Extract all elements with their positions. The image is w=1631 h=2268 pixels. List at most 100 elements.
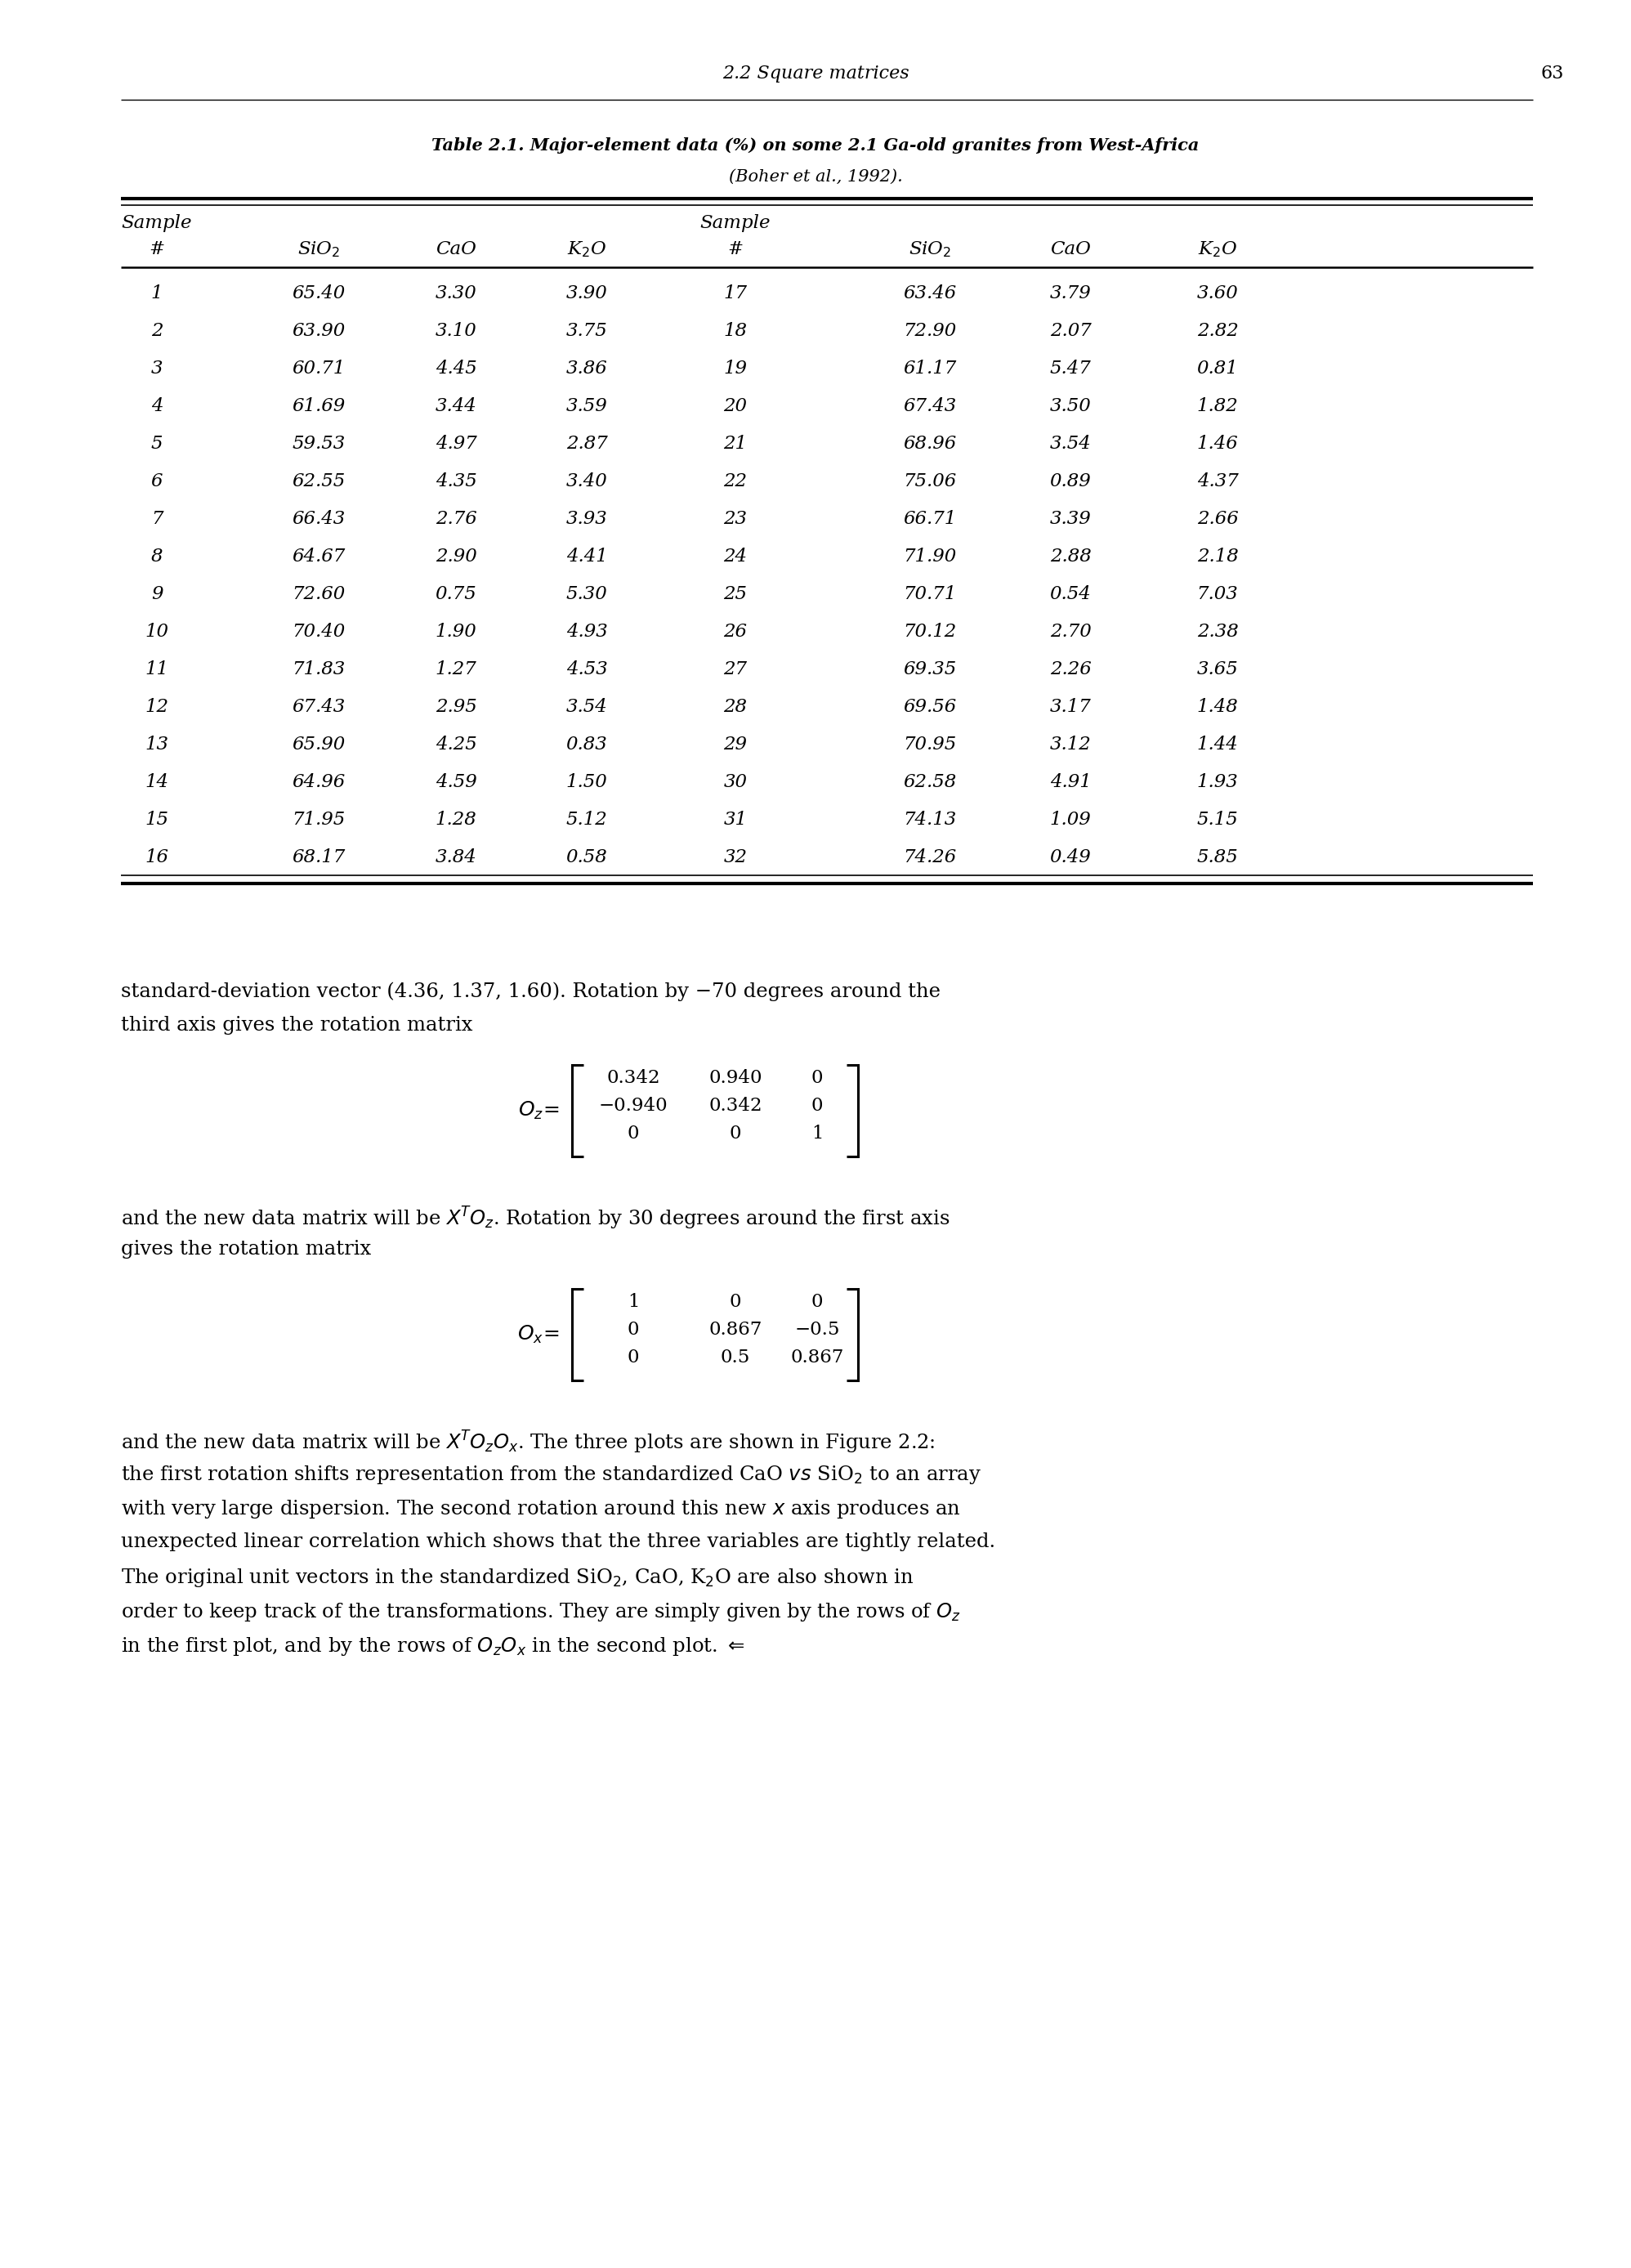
Text: 7: 7 bbox=[152, 510, 163, 528]
Text: 32: 32 bbox=[724, 848, 747, 866]
Text: 5.15: 5.15 bbox=[1197, 810, 1238, 828]
Text: 0.58: 0.58 bbox=[566, 848, 607, 866]
Text: 69.56: 69.56 bbox=[904, 699, 956, 717]
Text: 4.45: 4.45 bbox=[435, 361, 476, 376]
Text: 10: 10 bbox=[145, 624, 168, 642]
Text: Sample: Sample bbox=[122, 213, 192, 231]
Text: 23: 23 bbox=[724, 510, 747, 528]
Text: 3.12: 3.12 bbox=[1050, 735, 1091, 753]
Text: 31: 31 bbox=[724, 810, 747, 828]
Text: 0.49: 0.49 bbox=[1050, 848, 1091, 866]
Text: 0: 0 bbox=[811, 1293, 824, 1311]
Text: 5.12: 5.12 bbox=[566, 810, 607, 828]
Text: 1.44: 1.44 bbox=[1197, 735, 1238, 753]
Text: 64.96: 64.96 bbox=[292, 773, 346, 792]
Text: 63: 63 bbox=[1541, 64, 1564, 82]
Text: 0: 0 bbox=[628, 1320, 639, 1338]
Text: 67.43: 67.43 bbox=[292, 699, 346, 717]
Text: 26: 26 bbox=[724, 624, 747, 642]
Text: unexpected linear correlation which shows that the three variables are tightly r: unexpected linear correlation which show… bbox=[121, 1533, 995, 1551]
Text: 6: 6 bbox=[152, 472, 163, 490]
Text: 29: 29 bbox=[724, 735, 747, 753]
Text: 16: 16 bbox=[145, 848, 168, 866]
Text: 4.97: 4.97 bbox=[435, 435, 476, 454]
Text: 68.17: 68.17 bbox=[292, 848, 346, 866]
Text: 0.342: 0.342 bbox=[607, 1068, 661, 1086]
Text: 3.54: 3.54 bbox=[566, 699, 607, 717]
Text: SiO$_2$: SiO$_2$ bbox=[908, 240, 951, 259]
Text: $O_x\!=\!$: $O_x\!=\!$ bbox=[517, 1325, 559, 1345]
Text: 2.95: 2.95 bbox=[435, 699, 476, 717]
Text: 30: 30 bbox=[724, 773, 747, 792]
Text: 5.47: 5.47 bbox=[1050, 361, 1091, 376]
Text: 61.17: 61.17 bbox=[904, 361, 956, 376]
Text: 20: 20 bbox=[724, 397, 747, 415]
Text: 28: 28 bbox=[724, 699, 747, 717]
Text: the first rotation shifts representation from the standardized CaO $\mathit{vs}$: the first rotation shifts representation… bbox=[121, 1463, 982, 1486]
Text: 69.35: 69.35 bbox=[904, 660, 956, 678]
Text: 12: 12 bbox=[145, 699, 168, 717]
Text: 0: 0 bbox=[628, 1125, 639, 1143]
Text: K$_2$O: K$_2$O bbox=[568, 240, 607, 259]
Text: 1.82: 1.82 bbox=[1197, 397, 1238, 415]
Text: Table 2.1. Major-element data (%) on some 2.1 Ga-old granites from West-Africa: Table 2.1. Major-element data (%) on som… bbox=[432, 138, 1199, 154]
Text: 4.25: 4.25 bbox=[435, 735, 476, 753]
Text: third axis gives the rotation matrix: third axis gives the rotation matrix bbox=[121, 1016, 473, 1034]
Text: 1.93: 1.93 bbox=[1197, 773, 1238, 792]
Text: 14: 14 bbox=[145, 773, 168, 792]
Text: 3.44: 3.44 bbox=[435, 397, 476, 415]
Text: 1.48: 1.48 bbox=[1197, 699, 1238, 717]
Text: 3.86: 3.86 bbox=[566, 361, 607, 376]
Text: 64.67: 64.67 bbox=[292, 547, 346, 565]
Text: 18: 18 bbox=[724, 322, 747, 340]
Text: 24: 24 bbox=[724, 547, 747, 565]
Text: 3.39: 3.39 bbox=[1050, 510, 1091, 528]
Text: 71.95: 71.95 bbox=[292, 810, 346, 828]
Text: 22: 22 bbox=[724, 472, 747, 490]
Text: 3.75: 3.75 bbox=[566, 322, 607, 340]
Text: 4.59: 4.59 bbox=[435, 773, 476, 792]
Text: 1: 1 bbox=[811, 1125, 824, 1143]
Text: 67.43: 67.43 bbox=[904, 397, 956, 415]
Text: 3.60: 3.60 bbox=[1197, 284, 1238, 302]
Text: 0.83: 0.83 bbox=[566, 735, 607, 753]
Text: 3.50: 3.50 bbox=[1050, 397, 1091, 415]
Text: 1.27: 1.27 bbox=[435, 660, 476, 678]
Text: 0.342: 0.342 bbox=[708, 1098, 762, 1116]
Text: 71.90: 71.90 bbox=[904, 547, 956, 565]
Text: 2.38: 2.38 bbox=[1197, 624, 1238, 642]
Text: 1.50: 1.50 bbox=[566, 773, 607, 792]
Text: gives the rotation matrix: gives the rotation matrix bbox=[121, 1241, 372, 1259]
Text: 65.40: 65.40 bbox=[292, 284, 346, 302]
Text: 0: 0 bbox=[811, 1098, 824, 1116]
Text: 70.95: 70.95 bbox=[904, 735, 956, 753]
Text: #: # bbox=[727, 240, 744, 259]
Text: 3.93: 3.93 bbox=[566, 510, 607, 528]
Text: 1: 1 bbox=[152, 284, 163, 302]
Text: 2.90: 2.90 bbox=[435, 547, 476, 565]
Text: 3.79: 3.79 bbox=[1050, 284, 1091, 302]
Text: K$_2$O: K$_2$O bbox=[1197, 240, 1238, 259]
Text: 1.46: 1.46 bbox=[1197, 435, 1238, 454]
Text: 62.55: 62.55 bbox=[292, 472, 346, 490]
Text: 27: 27 bbox=[724, 660, 747, 678]
Text: 4.37: 4.37 bbox=[1197, 472, 1238, 490]
Text: 0.89: 0.89 bbox=[1050, 472, 1091, 490]
Text: and the new data matrix will be $\mathbf{\mathit{X}}^T\mathbf{\mathit{O}}_z\math: and the new data matrix will be $\mathbf… bbox=[121, 1429, 935, 1456]
Text: 2: 2 bbox=[152, 322, 163, 340]
Text: 1.90: 1.90 bbox=[435, 624, 476, 642]
Text: 8: 8 bbox=[152, 547, 163, 565]
Text: Sample: Sample bbox=[700, 213, 771, 231]
Text: in the first plot, and by the rows of $\mathbf{\mathit{O}}_z\mathbf{\mathit{O}}_: in the first plot, and by the rows of $\… bbox=[121, 1635, 745, 1658]
Text: 0.5: 0.5 bbox=[721, 1349, 750, 1368]
Text: 74.13: 74.13 bbox=[904, 810, 956, 828]
Text: −0.5: −0.5 bbox=[794, 1320, 840, 1338]
Text: 0: 0 bbox=[811, 1068, 824, 1086]
Text: and the new data matrix will be $\mathbf{\mathit{X}}^T\mathbf{\mathit{O}}_z$. Ro: and the new data matrix will be $\mathbf… bbox=[121, 1207, 949, 1232]
Text: 13: 13 bbox=[145, 735, 168, 753]
Text: −0.940: −0.940 bbox=[599, 1098, 667, 1116]
Text: 4.93: 4.93 bbox=[566, 624, 607, 642]
Text: CaO: CaO bbox=[435, 240, 476, 259]
Text: 4.91: 4.91 bbox=[1050, 773, 1091, 792]
Text: 71.83: 71.83 bbox=[292, 660, 346, 678]
